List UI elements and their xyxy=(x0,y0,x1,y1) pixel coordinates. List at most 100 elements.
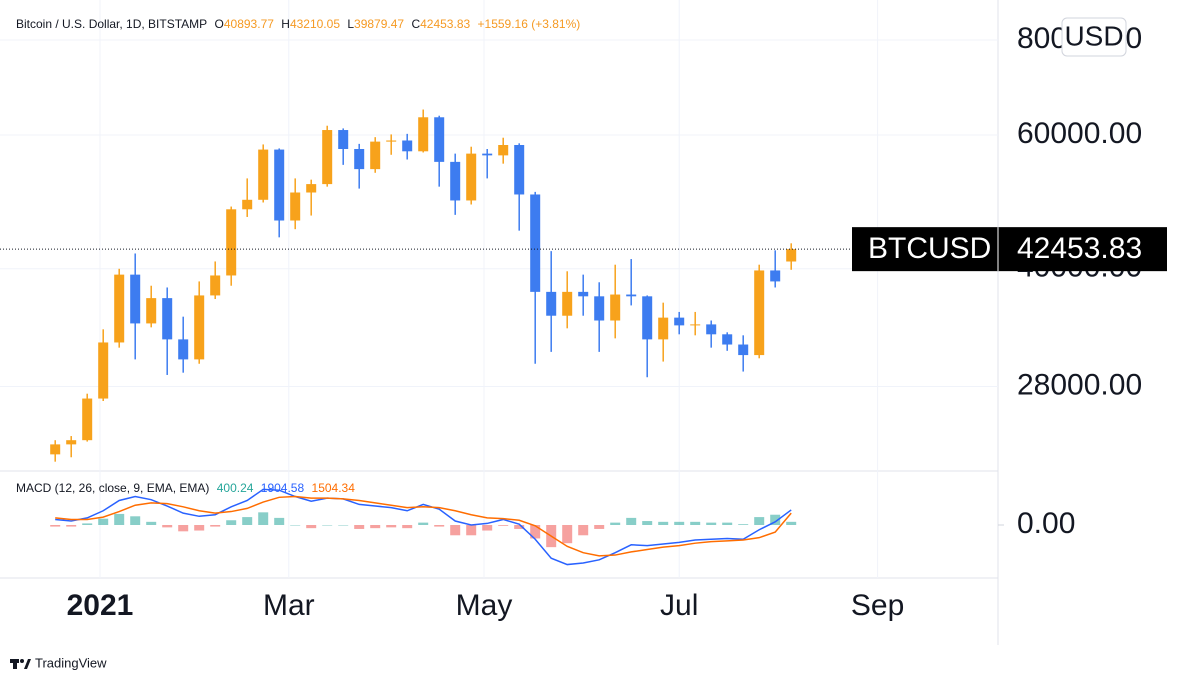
macd-line xyxy=(55,495,792,557)
change-label: +1559.16 (+3.81%) xyxy=(477,17,581,31)
candle-body xyxy=(178,339,189,360)
candle-body xyxy=(786,249,797,262)
histogram-bar xyxy=(258,512,269,525)
candle-body xyxy=(210,275,221,296)
histogram-bar xyxy=(754,517,765,525)
histogram-value: 400.24 xyxy=(216,481,254,495)
macd-legend: MACD (12, 26, close, 9, EMA, EMA) 400.24… xyxy=(16,481,359,495)
candle-body xyxy=(466,153,477,201)
histogram-bar xyxy=(114,513,125,525)
histogram-bar xyxy=(82,523,93,525)
histogram-bar xyxy=(290,525,301,526)
histogram-bar xyxy=(514,525,525,529)
ohlc-label: H xyxy=(281,17,290,31)
x-tick-label: Jul xyxy=(660,589,698,622)
ohlc-label: L xyxy=(347,17,355,31)
histogram-bar xyxy=(482,525,493,531)
last-price-box xyxy=(852,227,1167,272)
histogram-bar xyxy=(594,525,605,529)
histogram-bar xyxy=(274,517,285,525)
candle-body xyxy=(386,140,397,142)
histogram-bar xyxy=(610,522,621,525)
candle-body xyxy=(498,145,509,156)
histogram-bar xyxy=(370,525,381,529)
candle-body xyxy=(162,298,173,340)
histogram-bar xyxy=(386,525,397,528)
candle-body xyxy=(674,317,685,326)
histogram-bar xyxy=(162,525,173,528)
candle-body xyxy=(338,130,349,149)
ohlc-label: C xyxy=(411,17,421,31)
candle-body xyxy=(306,184,317,193)
candle-body xyxy=(418,117,429,152)
histogram-bar xyxy=(450,525,461,536)
histogram-bar xyxy=(722,522,733,525)
histogram-bar xyxy=(626,517,637,525)
currency-box xyxy=(1061,17,1127,57)
candle-body xyxy=(114,274,125,343)
candle-body xyxy=(274,149,285,221)
watermark: TradingView xyxy=(35,655,107,670)
histogram-bar xyxy=(210,525,221,527)
candle-body xyxy=(130,274,141,324)
macd-title: MACD (12, 26, close, 9, EMA, EMA) xyxy=(16,481,210,495)
y-tick-label: 0.00 xyxy=(1017,507,1075,540)
candle-body xyxy=(530,194,541,292)
candle-body xyxy=(578,291,589,297)
y-tick-label: 28000.00 xyxy=(1017,368,1142,401)
signal-value: 1504.34 xyxy=(311,481,355,495)
macd-line xyxy=(55,488,792,566)
currency-label: USD xyxy=(1064,20,1123,51)
candle-body xyxy=(50,444,61,455)
candle-body xyxy=(546,291,557,316)
candle-body xyxy=(594,296,605,321)
candle-body xyxy=(194,295,205,360)
candle-body xyxy=(482,153,493,156)
histogram-bar xyxy=(66,525,77,527)
candle-body xyxy=(642,296,653,340)
histogram-bar xyxy=(530,525,541,539)
chart-header: Bitcoin / U.S. Dollar, 1D, BITSTAMP O408… xyxy=(16,17,584,31)
histogram-bar xyxy=(338,525,349,526)
histogram-bar xyxy=(130,516,141,525)
histogram-bar xyxy=(50,525,61,527)
candle-body xyxy=(66,440,77,445)
histogram-bar xyxy=(706,522,717,525)
candle-body xyxy=(258,149,269,200)
candle-body xyxy=(82,398,93,441)
high-value: 43210.05 xyxy=(289,17,340,31)
histogram-bar xyxy=(642,521,653,525)
candle-body xyxy=(146,298,157,324)
histogram-bar xyxy=(562,525,573,544)
candle-body xyxy=(354,148,365,170)
candle-body xyxy=(242,199,253,210)
histogram-bar xyxy=(434,525,445,527)
histogram-bar xyxy=(738,524,749,525)
last-price-label: 42453.83 xyxy=(1017,232,1142,265)
candle-body xyxy=(658,317,669,340)
histogram-bar xyxy=(146,521,157,525)
candle-body xyxy=(738,344,749,356)
candle-body xyxy=(434,117,445,162)
candle-body xyxy=(770,270,781,282)
candle-body xyxy=(626,294,637,297)
symbol-label: BTCUSD xyxy=(868,232,991,265)
histogram-bar xyxy=(98,518,109,525)
histogram-bar xyxy=(322,525,333,526)
candle-body xyxy=(514,145,525,195)
tradingview-logo xyxy=(10,659,31,669)
chart-title: Bitcoin / U.S. Dollar, 1D, BITSTAMP xyxy=(16,17,208,31)
candle-body xyxy=(754,270,765,356)
histogram-bar xyxy=(658,521,669,525)
close-value: 42453.83 xyxy=(420,17,471,31)
x-tick-label: 2021 xyxy=(67,589,134,622)
histogram-bar xyxy=(786,521,797,525)
histogram-bar xyxy=(194,525,205,531)
candle-body xyxy=(290,192,301,221)
histogram-bar xyxy=(226,520,237,525)
y-tick-label: 60000.00 xyxy=(1017,117,1142,150)
candle-body xyxy=(722,334,733,345)
x-tick-label: May xyxy=(456,589,513,622)
